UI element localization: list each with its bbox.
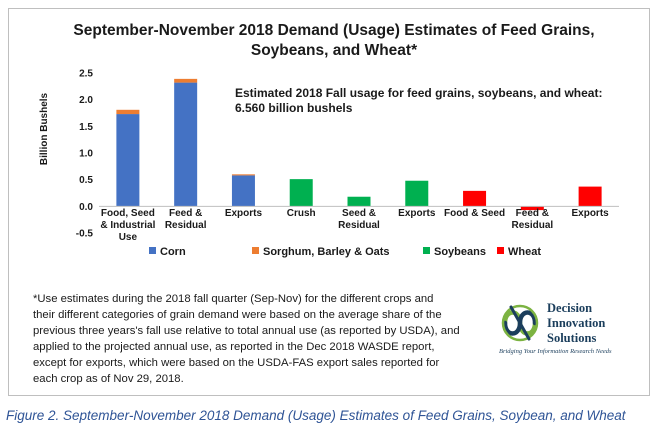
x-tick-label-line: Exports (571, 208, 609, 219)
x-tick-label-line: Exports (225, 208, 263, 219)
x-tick-label: Food & Seed (444, 208, 505, 219)
legend: Corn Sorghum, Barley & Oats Soybeans Wheat (149, 246, 541, 258)
company-logo: Decision Innovation Solutions Bridging Y… (497, 299, 647, 361)
chart-annotation-line-1: 6.560 billion bushels (235, 101, 353, 115)
legend-swatch (149, 247, 156, 254)
chart-title: September-November 2018 Demand (Usage) E… (73, 22, 594, 59)
footnote-line: *Use estimates during the 2018 fall quar… (33, 293, 434, 305)
bar-sorghum-barley-oats-1 (174, 78, 198, 83)
legend-swatch (497, 247, 504, 254)
bar-wheat-7 (520, 206, 544, 211)
legend-label: Sorghum, Barley & Oats (263, 246, 390, 258)
bars (116, 78, 602, 211)
footnote: *Use estimates during the 2018 fall quar… (33, 291, 485, 387)
x-tick-label: Feed &Residual (165, 208, 207, 231)
y-tick-label: 0.0 (79, 202, 93, 213)
bar-soybeans-3 (289, 179, 313, 207)
x-tick-label-line: Residual (165, 220, 207, 231)
y-tick-label: 2.5 (79, 69, 93, 80)
x-tick-label-line: Feed & (516, 208, 549, 219)
logo-knot-icon (501, 304, 539, 342)
legend-swatch (423, 247, 430, 254)
figure-caption: Figure 2. September-November 2018 Demand… (6, 408, 626, 423)
x-tick-label-line: Residual (511, 220, 553, 231)
legend-label: Corn (160, 246, 186, 258)
x-tick-label: Exports (571, 208, 609, 219)
logo-name: Decision Innovation Solutions (547, 301, 606, 345)
x-tick-label-line: Use (119, 232, 138, 243)
footnote-line: applied to the projected annual use, as … (33, 341, 435, 353)
x-tick-label: Exports (398, 208, 436, 219)
y-tick-label: 1.5 (79, 122, 93, 133)
x-tick-label-line: & Industrial (100, 220, 155, 231)
legend-label: Soybeans (434, 246, 486, 258)
legend-label: Wheat (508, 246, 541, 258)
logo-tagline: Bridging Your Information Research Needs (499, 348, 612, 355)
y-tick-label: 0.5 (79, 175, 93, 186)
footnote-line: their different categories of grain dema… (33, 309, 442, 321)
bar-corn-2 (231, 175, 255, 207)
footnote-line: previous three years's fall use relative… (33, 325, 460, 337)
chart: September-November 2018 Demand (Usage) E… (39, 22, 619, 258)
bar-wheat-6 (463, 190, 487, 207)
x-tick-label-line: Seed & (342, 208, 376, 219)
bar-soybeans-5 (405, 180, 429, 207)
x-tick-label-line: Food & Seed (444, 208, 505, 219)
footnote-line: each crop as of Nov 29, 2018. (33, 373, 184, 385)
bar-sorghum-barley-oats-2 (231, 174, 255, 176)
x-tick-label-line: Feed & (169, 208, 202, 219)
chart-title-line-1: Soybeans, and Wheat* (251, 42, 418, 59)
chart-frame: September-November 2018 Demand (Usage) E… (8, 8, 650, 396)
footnote-line: except for exports, which were based on … (33, 357, 440, 369)
x-tick-label-line: Crush (287, 208, 316, 219)
chart-title-line-0: September-November 2018 Demand (Usage) E… (73, 22, 594, 39)
bar-corn-1 (174, 82, 198, 207)
bar-sorghum-barley-oats-0 (116, 109, 140, 115)
chart-annotation: Estimated 2018 Fall usage for feed grain… (235, 86, 602, 115)
bar-wheat-8 (578, 186, 602, 207)
bar-soybeans-4 (347, 196, 371, 207)
x-tick-label-line: Food, Seed (101, 208, 155, 219)
x-tick-label-line: Exports (398, 208, 436, 219)
y-tick-label: -0.5 (76, 229, 94, 240)
legend-swatch (252, 247, 259, 254)
x-tick-label: Feed &Residual (511, 208, 553, 231)
bar-corn-0 (116, 114, 140, 207)
y-tick-label: 2.0 (79, 95, 93, 106)
y-axis-label: Billion Bushels (39, 92, 50, 165)
x-tick-label: Seed &Residual (338, 208, 380, 231)
y-axis-ticks: 2.5 2.0 1.5 1.0 0.5 0.0 -0.5 (76, 69, 94, 240)
y-tick-label: 1.0 (79, 149, 93, 160)
x-tick-label-line: Residual (338, 220, 380, 231)
x-tick-label: Crush (287, 208, 316, 219)
chart-annotation-line-0: Estimated 2018 Fall usage for feed grain… (235, 86, 602, 100)
x-tick-label: Exports (225, 208, 263, 219)
